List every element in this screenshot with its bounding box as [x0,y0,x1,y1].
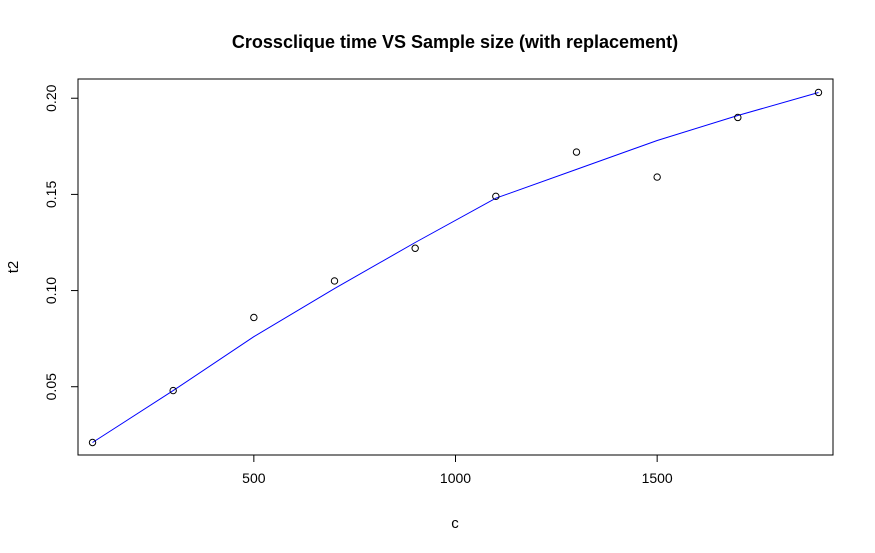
data-point [250,313,258,322]
data-point [734,113,742,122]
data-point [88,438,97,447]
data-point [653,173,661,181]
x-axis-label: c [451,515,459,532]
smooth-fit-line [92,92,819,443]
chart-title: Crossclique time VS Sample size (with re… [232,32,678,52]
x-tick-label: 1500 [642,470,673,486]
data-point [169,386,177,395]
x-tick-label: 1000 [440,470,471,486]
x-tick-label: 500 [242,470,266,486]
x-axis: 500 1000 1500 [242,455,673,486]
y-tick-label: 0.15 [43,181,59,208]
data-point [814,88,823,97]
data-point [492,192,500,201]
y-axis-label: t2 [5,261,22,274]
series-layer [88,88,823,447]
data-point [411,244,419,252]
y-tick-label: 0.20 [43,84,59,111]
y-tick-label: 0.05 [43,373,59,400]
y-tick-label: 0.10 [43,277,59,304]
data-point [330,277,339,285]
data-point [572,148,581,156]
plot-frame [77,78,834,456]
y-axis: 0.05 0.10 0.15 0.20 [43,84,78,400]
